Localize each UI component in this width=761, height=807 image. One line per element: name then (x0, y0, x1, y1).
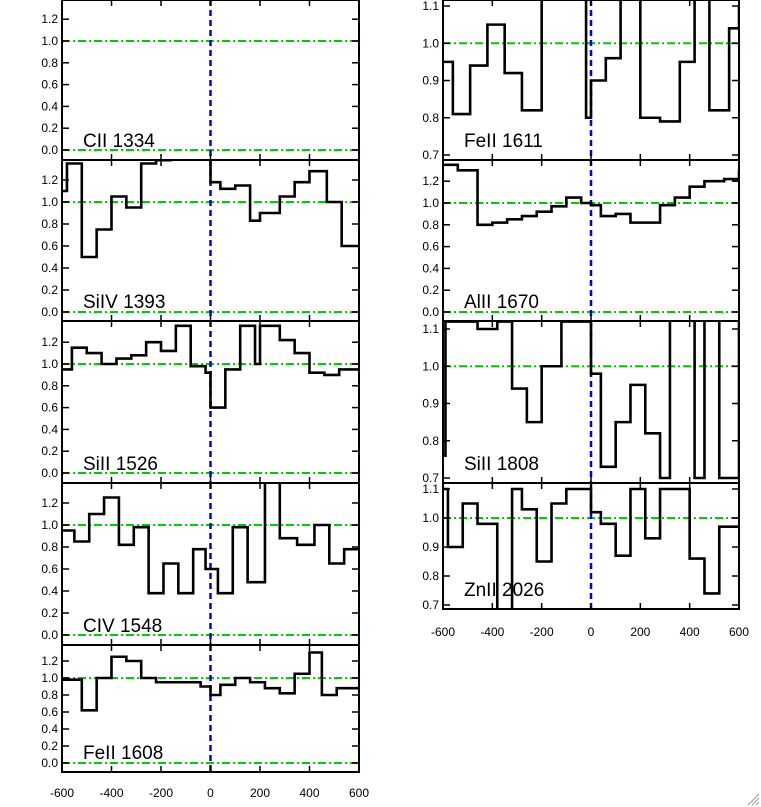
y-tick-label: 0.2 (41, 739, 58, 753)
y-tick-label: 0.7 (422, 471, 439, 485)
y-tick-label: 1.2 (41, 496, 58, 510)
y-tick-label: 0.6 (41, 401, 58, 415)
y-tick-label: 1.0 (41, 518, 58, 532)
x-tick-label: 600 (729, 625, 749, 639)
ion-label: ZnII 2026 (464, 580, 544, 601)
x-tick-label: -600 (431, 625, 455, 639)
spectrum-line (443, 163, 739, 227)
y-tick-label: 0.6 (41, 239, 58, 253)
spectrum-panel: 0.0 0.2 0.4 0.6 0.8 1.0 1.2 FeII 1608 (41, 644, 360, 773)
spectrum-panel: 0.0 0.2 0.4 0.6 0.8 1.0 1.2 SiIV 1393 (41, 159, 360, 322)
y-tick-label: 0.8 (41, 379, 58, 393)
y-tick-label: 0.4 (41, 422, 58, 436)
spectrum-line (443, 487, 739, 609)
y-tick-label: 0.8 (422, 218, 439, 232)
spectrum-line (62, 324, 359, 409)
y-tick-label: 0.2 (41, 606, 58, 620)
y-tick-label: 0.0 (41, 143, 58, 157)
y-tick-label: 0.9 (422, 397, 439, 411)
y-tick-label: 0.6 (41, 705, 58, 719)
y-tick-label: 0.6 (41, 562, 58, 576)
ion-label: CII 1334 (83, 131, 155, 152)
spectrum-line (62, 483, 359, 595)
x-tick-label: -200 (149, 786, 173, 800)
x-tick-label: -400 (99, 786, 123, 800)
y-tick-label: 1.0 (422, 36, 439, 50)
y-tick-label: 0.4 (41, 722, 58, 736)
y-tick-label: 1.1 (422, 482, 439, 496)
resize-grip-icon[interactable] (747, 793, 760, 806)
y-tick-label: 0.9 (422, 74, 439, 88)
y-tick-label: 0.8 (422, 434, 439, 448)
y-tick-label: 0.0 (41, 466, 58, 480)
spectrum-line (443, 0, 739, 123)
y-tick-label: 1.2 (41, 173, 58, 187)
y-tick-label: 1.0 (41, 195, 58, 209)
y-tick-label: 0.9 (422, 540, 439, 554)
y-tick-label: 0.4 (422, 261, 439, 275)
ion-label: SiIV 1393 (83, 292, 165, 313)
x-tick-label: -400 (480, 625, 504, 639)
y-tick-label: 0.7 (422, 148, 439, 162)
spectrum-panel: 0.0 0.2 0.4 0.6 0.8 1.0 1.2 SiII 1526 (41, 320, 360, 484)
x-tick-label: 0 (207, 786, 214, 800)
ion-label: AlII 1670 (464, 292, 539, 313)
y-tick-label: 1.0 (422, 359, 439, 373)
y-tick-label: 0.8 (41, 540, 58, 554)
x-tick-label: 200 (630, 625, 650, 639)
y-tick-label: 0.2 (41, 444, 58, 458)
y-tick-label: 0.2 (41, 121, 58, 135)
y-tick-label: 0.8 (41, 56, 58, 70)
ion-label: FeII 1611 (464, 131, 543, 152)
y-tick-label: 0.6 (422, 240, 439, 254)
ion-label: CIV 1548 (83, 616, 162, 637)
y-tick-label: 1.0 (422, 196, 439, 210)
x-tick-label: 400 (299, 786, 319, 800)
y-tick-label: 0.8 (422, 111, 439, 125)
x-tick-label: 600 (349, 786, 369, 800)
spectrum-panel: 0.7 0.8 0.9 1.0 1.1 ZnII 2026 (422, 482, 740, 612)
y-tick-label: 0.4 (41, 99, 58, 113)
y-tick-label: 1.2 (41, 12, 58, 26)
y-tick-label: 0.4 (41, 261, 58, 275)
y-tick-label: 0.7 (422, 598, 439, 612)
spectrum-line (62, 160, 359, 259)
ion-label: SiII 1526 (83, 454, 158, 475)
y-tick-label: 1.2 (422, 174, 439, 188)
y-tick-label: 0.8 (422, 569, 439, 583)
spectrum-panel: 0.7 0.8 0.9 1.0 1.1 FeII 1611 (422, 0, 740, 162)
y-tick-label: 1.1 (422, 322, 439, 336)
y-tick-label: 0.0 (41, 305, 58, 319)
spectrum-panel: 0.0 0.2 0.4 0.6 0.8 1.0 1.2 AlII 1670 (422, 159, 740, 322)
y-tick-label: 1.1 (422, 0, 439, 13)
x-tick-label: 200 (250, 786, 270, 800)
x-tick-label: 0 (588, 625, 595, 639)
x-tick-label: -600 (50, 786, 74, 800)
spectrum-panel: 0.7 0.8 0.9 1.0 1.1 SiII 1808 (422, 320, 740, 485)
y-tick-label: 1.0 (41, 671, 58, 685)
ion-label: FeII 1608 (83, 743, 163, 764)
spectrum-panel: 0.0 0.2 0.4 0.6 0.8 1.0 1.2 CII 1334 (41, 0, 360, 161)
y-tick-label: 0.4 (41, 584, 58, 598)
y-tick-label: 0.0 (41, 628, 58, 642)
y-tick-label: 0.2 (41, 283, 58, 297)
x-tick-label: 400 (680, 625, 700, 639)
y-tick-label: 1.0 (41, 34, 58, 48)
ion-label: SiII 1808 (464, 454, 539, 475)
y-tick-label: 0.8 (41, 688, 58, 702)
y-tick-label: 1.2 (41, 335, 58, 349)
y-tick-label: 1.0 (422, 511, 439, 525)
y-tick-label: 1.0 (41, 357, 58, 371)
y-tick-label: 0.8 (41, 217, 58, 231)
y-tick-label: 0.2 (422, 283, 439, 297)
spectrum-panel: 0.0 0.2 0.4 0.6 0.8 1.0 1.2 CIV 1548 (41, 482, 360, 646)
y-tick-label: 0.0 (422, 305, 439, 319)
y-tick-label: 0.6 (41, 78, 58, 92)
y-tick-label: 0.0 (41, 756, 58, 770)
spectrum-line (62, 651, 359, 712)
y-tick-label: 1.2 (41, 654, 58, 668)
x-tick-label: -200 (530, 625, 554, 639)
